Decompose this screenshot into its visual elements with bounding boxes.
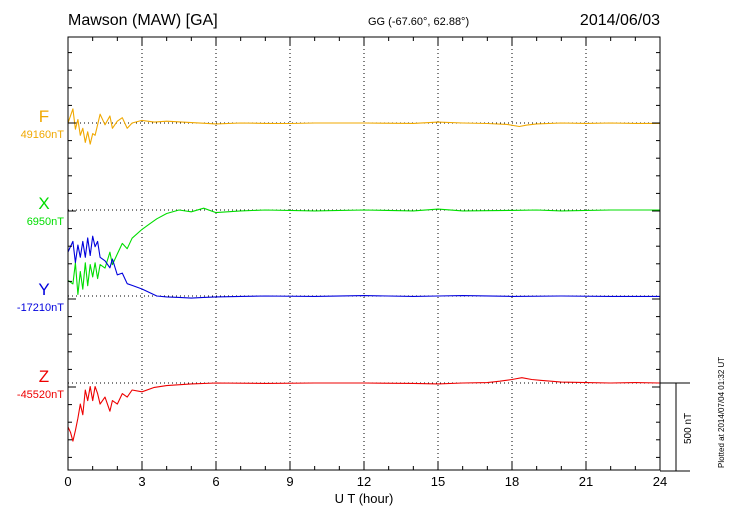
x-tick-label: 21 — [579, 474, 593, 489]
x-tick-label: 24 — [653, 474, 667, 489]
channel-label-Y: Y — [38, 280, 50, 299]
axis-ticks: 0 3 6 9 12 15 18 21 24 — [64, 37, 667, 489]
channel-label-X: X — [38, 194, 50, 213]
channel-baseline-F: 49160nT — [20, 129, 64, 141]
x-tick-label: 18 — [505, 474, 519, 489]
x-tick-label: 3 — [138, 474, 145, 489]
trace-Z — [67, 377, 661, 442]
plotted-timestamp: Plotted at 2014/07/04 01:32 UT — [717, 356, 726, 468]
channel-baseline-Y: -17210nT — [16, 302, 64, 314]
x-tick-label: 9 — [286, 474, 293, 489]
x-tick-label: 0 — [64, 474, 71, 489]
station-title: Mawson (MAW) [GA] — [68, 12, 218, 29]
trace-Y — [67, 235, 660, 299]
grid-lines — [68, 37, 660, 470]
scale-bar-label: 500 nT — [683, 412, 694, 444]
channel-baseline-X: 6950nT — [26, 216, 64, 228]
trace-group — [67, 108, 661, 442]
trace-F — [67, 108, 660, 145]
channel-label-F: F — [38, 107, 50, 126]
trace-X — [67, 207, 660, 296]
channel-label-Z: Z — [38, 367, 50, 386]
x-tick-label: 15 — [431, 474, 445, 489]
x-tick-label: 12 — [357, 474, 371, 489]
station-coords: GG (-67.60°, 62.88°) — [368, 16, 470, 28]
scale-bar — [660, 382, 690, 472]
x-axis-label: U T (hour) — [334, 491, 394, 506]
channel-baseline-Z: -45520nT — [16, 389, 64, 401]
x-tick-label: 6 — [212, 474, 219, 489]
plot-date: 2014/06/03 — [579, 12, 660, 29]
